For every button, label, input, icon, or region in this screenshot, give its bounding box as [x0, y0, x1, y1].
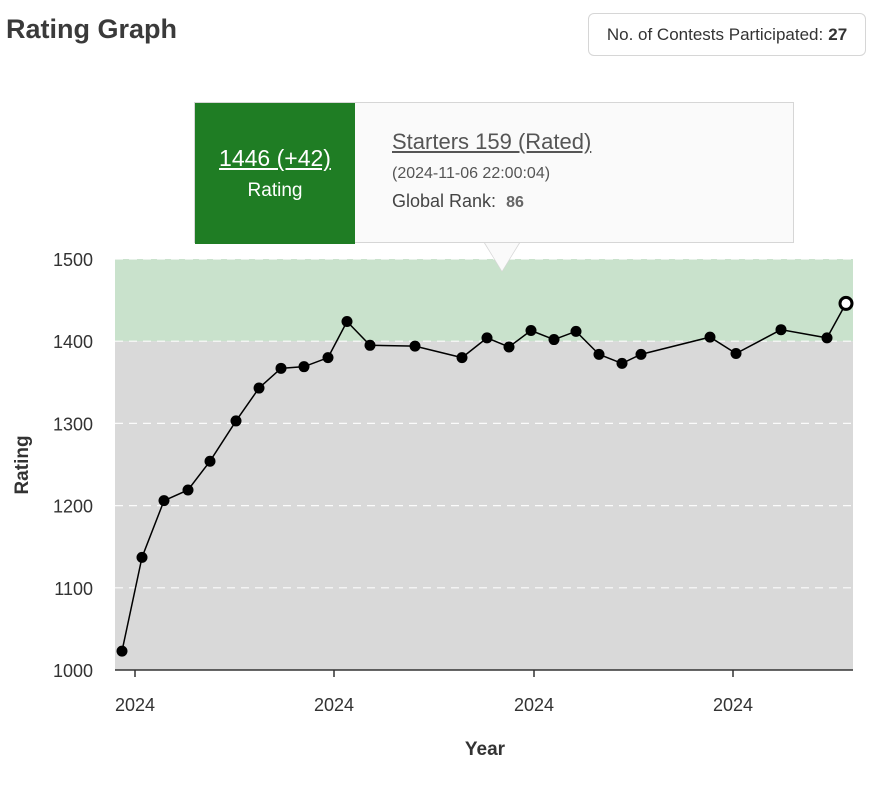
rating-point[interactable]	[593, 348, 605, 360]
rating-point[interactable]	[230, 415, 242, 427]
rating-bands	[115, 259, 853, 670]
rating-point[interactable]	[456, 352, 468, 364]
y-tick-labels: 1000 1100 1200 1300 1400 1500	[53, 250, 93, 681]
tooltip-rating-value[interactable]: 1446 (+42)	[219, 145, 331, 171]
rating-point[interactable]	[204, 455, 216, 467]
tooltip-info: Starters 159 (Rated) (2024-11-06 22:00:0…	[392, 129, 591, 212]
rating-point[interactable]	[298, 361, 310, 373]
y-axis-label: Rating	[12, 435, 33, 494]
rating-point[interactable]	[275, 362, 287, 374]
x-tick-labels: 2024 2024 2024 2024	[115, 670, 753, 715]
y-tick-label: 1000	[53, 661, 93, 681]
tooltip-date: (2024-11-06 22:00:04)	[392, 165, 551, 182]
rating-point[interactable]	[409, 340, 421, 352]
rating-point[interactable]	[775, 324, 787, 336]
tooltip-rank-label: Global Rank:	[392, 191, 497, 211]
contest-tooltip: 1446 (+42) Rating Starters 159 (Rated) (…	[194, 102, 794, 272]
x-tick-label: 2024	[115, 695, 155, 715]
rating-point[interactable]	[158, 495, 170, 507]
rating-point[interactable]	[730, 348, 742, 360]
rating-point[interactable]	[635, 348, 647, 360]
rating-point[interactable]	[136, 551, 148, 563]
rating-point[interactable]	[481, 332, 493, 344]
tooltip-arrow	[485, 243, 519, 271]
contests-count-box: No. of Contests Participated: 27	[588, 13, 866, 56]
rating-point[interactable]	[704, 331, 716, 343]
y-tick-label: 1500	[53, 250, 93, 270]
page-title: Rating Graph	[6, 14, 178, 44]
rating-series	[116, 295, 854, 657]
rating-point[interactable]	[253, 382, 265, 394]
x-axis-label: Year	[465, 739, 506, 760]
rating-point-selected[interactable]	[838, 295, 854, 311]
tooltip-rating-panel: 1446 (+42) Rating	[195, 103, 355, 244]
x-tick-label: 2024	[314, 695, 354, 715]
tooltip-contest-link[interactable]: Starters 159 (Rated)	[392, 129, 592, 154]
tooltip-global-rank: Global Rank: 86	[392, 191, 591, 212]
rating-point[interactable]	[548, 334, 560, 346]
contests-label: No. of Contests Participated:	[606, 24, 824, 44]
rating-point[interactable]	[364, 339, 376, 351]
rating-point[interactable]	[616, 357, 628, 369]
y-tick-label: 1300	[53, 414, 93, 434]
y-tick-label: 1200	[53, 497, 93, 517]
rating-point[interactable]	[116, 645, 128, 657]
contests-count: 27	[828, 24, 848, 44]
rating-point[interactable]	[525, 325, 537, 337]
rating-point[interactable]	[570, 325, 582, 337]
x-tick-label: 2024	[713, 695, 753, 715]
rating-point[interactable]	[341, 315, 353, 327]
tooltip-rating-label: Rating	[247, 180, 303, 201]
tooltip-rank-value: 86	[506, 194, 524, 211]
x-tick-label: 2024	[514, 695, 554, 715]
y-tick-label: 1100	[54, 579, 93, 599]
y-tick-label: 1400	[53, 332, 93, 352]
rating-point[interactable]	[182, 484, 194, 496]
rating-point[interactable]	[821, 332, 833, 344]
rating-band-1	[115, 259, 853, 342]
rating-point[interactable]	[503, 341, 515, 353]
rating-point[interactable]	[322, 352, 334, 364]
